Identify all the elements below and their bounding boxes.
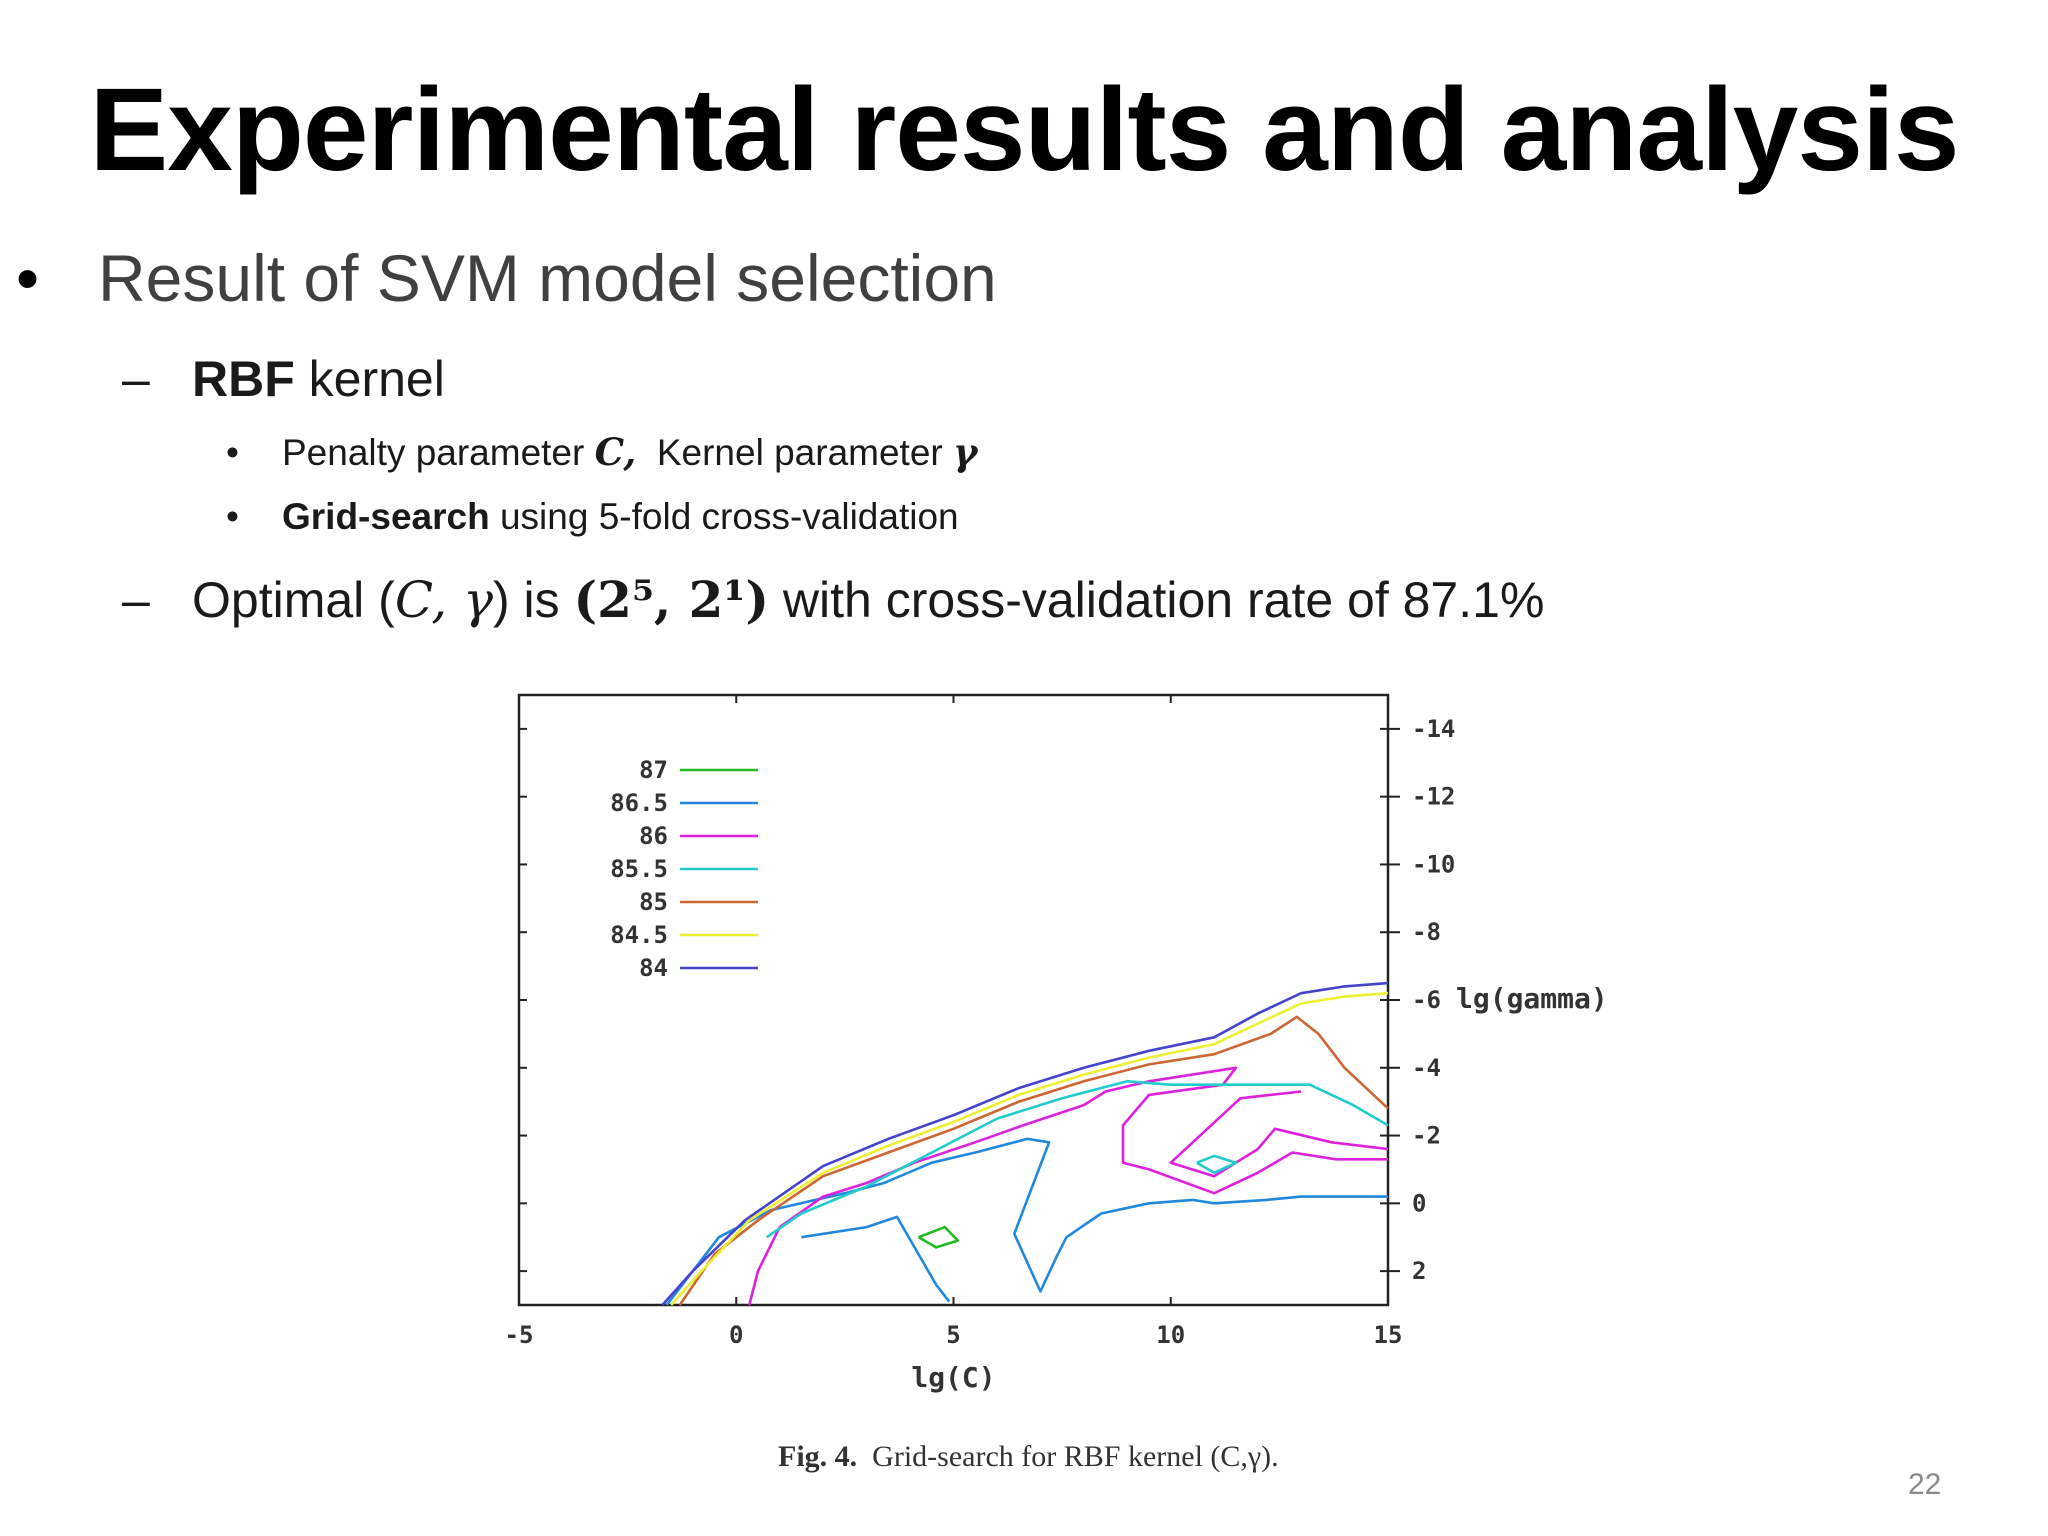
legend-label: 84 xyxy=(639,954,668,982)
contour-line-85 xyxy=(678,1015,1389,1306)
x-tick-label: 15 xyxy=(1374,1321,1403,1349)
sub-bullet-optimal: – Optimal (C, γ) is (2⁵, 2¹) with cross-v… xyxy=(122,570,1544,629)
penalty-text: Penalty parameter xyxy=(282,432,595,473)
y-tick-label: 2 xyxy=(1412,1257,1426,1285)
sub-sub-bullet-grid-search: • Grid-search using 5-fold cross-validati… xyxy=(226,496,959,538)
caption-text: Grid-search for RBF kernel (C,γ). xyxy=(857,1440,1279,1473)
legend-label: 87 xyxy=(639,756,668,784)
contour-line-84.5 xyxy=(670,991,1389,1306)
y-tick-label: 0 xyxy=(1412,1189,1426,1217)
optimal-post: with cross-validation rate of 87.1% xyxy=(769,572,1545,628)
x-axis-label: lg(C) xyxy=(911,1361,995,1394)
contour-line-86 xyxy=(748,1066,1388,1306)
legend-label: 85.5 xyxy=(610,855,668,883)
legend-label: 86 xyxy=(639,822,668,850)
contour-line-85.5 xyxy=(765,1080,1389,1239)
grid-search-rest: using 5-fold cross-validation xyxy=(489,496,959,537)
rbf-rest-text: kernel xyxy=(294,351,445,407)
page-number: 22 xyxy=(1908,1468,1942,1501)
contour-line-84 xyxy=(661,981,1389,1306)
y-tick-label: -10 xyxy=(1412,850,1455,878)
y-tick-label: -2 xyxy=(1412,1122,1441,1150)
figure-caption: Fig. 4. Grid-search for RBF kernel (C,γ)… xyxy=(778,1440,1279,1474)
bullet-dot-icon: • xyxy=(16,241,40,315)
dash-icon: – xyxy=(122,572,150,628)
contour-line-87 xyxy=(918,1225,960,1249)
legend-label: 84.5 xyxy=(610,921,668,949)
y-tick-label: -8 xyxy=(1412,918,1441,946)
y-tick-label: -12 xyxy=(1412,783,1455,811)
bullet-dot-icon: • xyxy=(226,432,239,473)
x-tick-label: 0 xyxy=(729,1321,743,1349)
bullet-svm-model-selection: • Result of SVM model selection xyxy=(16,240,997,316)
bullet-dot-icon: • xyxy=(226,496,239,537)
optimal-symbol: C, γ xyxy=(394,571,493,629)
kernel-symbol: γ xyxy=(953,430,978,474)
bullet-text: Result of SVM model selection xyxy=(98,241,997,315)
rbf-bold-text: RBF xyxy=(192,351,295,407)
y-axis-label: lg(gamma) xyxy=(1456,982,1608,1015)
x-tick-label: 10 xyxy=(1156,1321,1185,1349)
legend-label: 85 xyxy=(639,888,668,916)
penalty-symbol: C, xyxy=(594,430,637,474)
caption-label: Fig. 4. xyxy=(778,1440,858,1473)
plot-frame xyxy=(517,693,1390,1307)
optimal-pre: Optimal ( xyxy=(192,572,395,628)
sub-bullet-rbf-kernel: – RBF kernel xyxy=(122,350,445,408)
grid-search-bold: Grid-search xyxy=(282,496,490,537)
contour-line-86.5 xyxy=(665,1137,1388,1306)
optimal-mid: ) is xyxy=(492,572,574,628)
contour-line-86 xyxy=(1169,1090,1389,1178)
dash-icon: – xyxy=(122,351,150,407)
y-tick-label: -4 xyxy=(1412,1054,1441,1082)
optimal-value: (2⁵, 2¹) xyxy=(573,570,770,629)
slide-title: Experimental results and analysis xyxy=(89,64,1960,196)
contour-line-85.5 xyxy=(1196,1154,1238,1175)
kernel-text: Kernel parameter xyxy=(636,432,954,473)
y-tick-label: -6 xyxy=(1412,986,1441,1014)
x-tick-label: -5 xyxy=(505,1321,534,1349)
x-tick-label: 5 xyxy=(946,1321,960,1349)
legend-label: 86.5 xyxy=(610,789,668,817)
y-tick-label: -14 xyxy=(1412,715,1455,743)
sub-sub-bullet-parameters: • Penalty parameter C, Kernel parameter γ xyxy=(226,430,977,474)
contour-line-86.5 xyxy=(801,1215,951,1303)
